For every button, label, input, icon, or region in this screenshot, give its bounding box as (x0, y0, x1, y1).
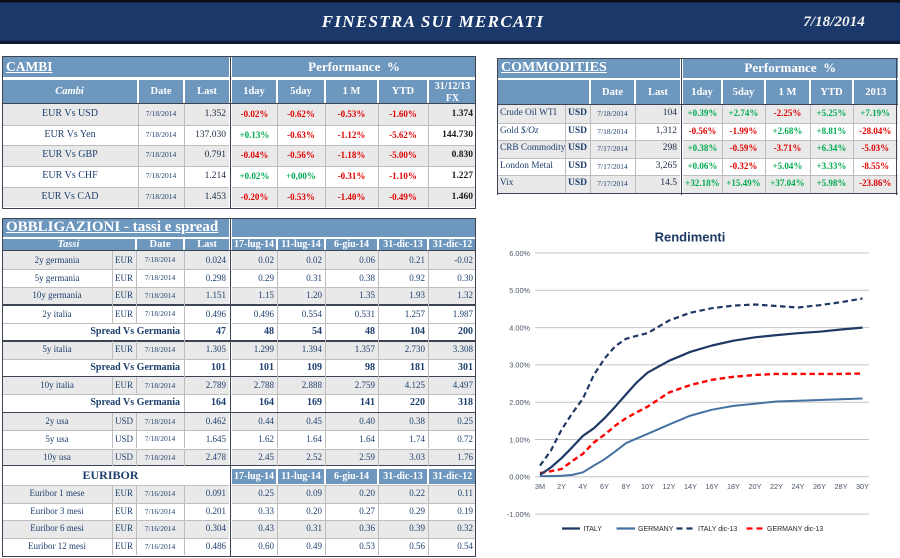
svg-text:ITALY dic-13: ITALY dic-13 (698, 526, 737, 533)
svg-text:14Y: 14Y (684, 482, 697, 491)
svg-text:Rendimenti: Rendimenti (655, 230, 726, 245)
svg-text:GERMANY dic-13: GERMANY dic-13 (767, 526, 823, 533)
svg-text:30Y: 30Y (856, 482, 869, 491)
svg-text:18Y: 18Y (727, 482, 740, 491)
svg-text:3.00%: 3.00% (509, 361, 530, 370)
svg-text:0.00%: 0.00% (509, 473, 530, 482)
svg-text:26Y: 26Y (813, 482, 826, 491)
svg-text:6.00%: 6.00% (509, 249, 530, 258)
svg-text:22Y: 22Y (770, 482, 783, 491)
svg-text:4.00%: 4.00% (509, 323, 530, 332)
svg-text:2Y: 2Y (557, 482, 566, 491)
svg-text:5.00%: 5.00% (509, 286, 530, 295)
svg-text:24Y: 24Y (792, 482, 805, 491)
svg-text:1.00%: 1.00% (509, 435, 530, 444)
svg-text:8Y: 8Y (622, 482, 631, 491)
svg-text:4Y: 4Y (579, 482, 588, 491)
svg-text:20Y: 20Y (749, 482, 762, 491)
svg-text:2.00%: 2.00% (509, 398, 530, 407)
svg-text:16Y: 16Y (706, 482, 719, 491)
svg-text:3M: 3M (535, 482, 545, 491)
svg-text:ITALY: ITALY (584, 526, 603, 533)
svg-text:10Y: 10Y (641, 482, 654, 491)
svg-text:-1.00%: -1.00% (507, 510, 531, 519)
svg-text:GERMANY: GERMANY (638, 526, 674, 533)
svg-text:12Y: 12Y (663, 482, 676, 491)
svg-text:28Y: 28Y (835, 482, 848, 491)
svg-text:6Y: 6Y (600, 482, 609, 491)
